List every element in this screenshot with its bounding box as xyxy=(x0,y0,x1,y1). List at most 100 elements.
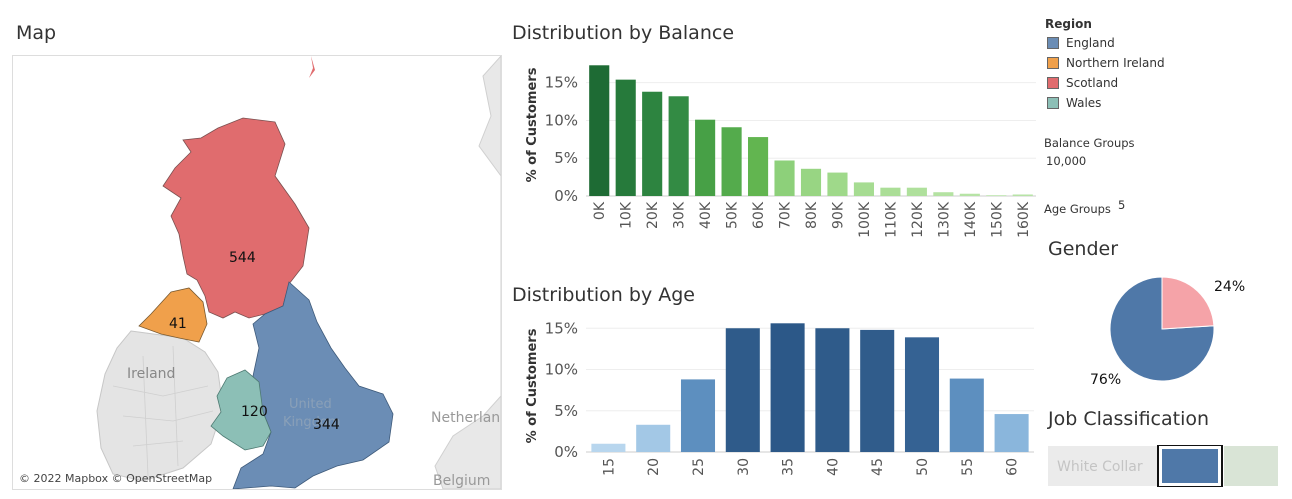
uk-label: United Kingdom xyxy=(283,397,341,430)
england-shape[interactable] xyxy=(232,281,394,489)
balance-xtick: 140K xyxy=(963,201,979,238)
belgium-label: Belgium xyxy=(433,473,490,489)
age-bar[interactable] xyxy=(591,443,626,452)
age-xtick: 40 xyxy=(825,458,841,476)
age-bar[interactable] xyxy=(994,414,1029,452)
age-groups-value[interactable]: 5 xyxy=(1118,198,1126,212)
age-chart: % of Customers 15% 10% 5% 0% 15 20 25 30 35 40 45 5… xyxy=(525,319,1034,476)
gender-slice-female[interactable] xyxy=(1161,276,1215,330)
age-bar[interactable] xyxy=(949,378,984,452)
balance-bar[interactable] xyxy=(642,91,663,196)
balance-bar[interactable] xyxy=(589,65,610,197)
age-ytick: 0% xyxy=(554,443,578,461)
scotland-shape[interactable] xyxy=(162,117,310,319)
age-xtick: 25 xyxy=(691,458,707,476)
region-value-england: 344 xyxy=(313,417,340,433)
age-bar[interactable] xyxy=(725,328,760,452)
balance-bar[interactable] xyxy=(721,127,742,196)
balance-groups-value[interactable]: 10,000 xyxy=(1046,154,1087,168)
legend-label-scotland: Scotland xyxy=(1066,76,1119,90)
balance-xtick: 10K xyxy=(619,201,635,229)
balance-xtick: 120K xyxy=(910,201,926,238)
age-xtick: 50 xyxy=(915,458,931,476)
job-bar-white-collar[interactable] xyxy=(1048,446,1158,486)
age-bar[interactable] xyxy=(904,337,940,452)
balance-bar[interactable] xyxy=(933,192,954,196)
map-canvas[interactable]: Ireland United Kingdom Netherlan Belgium … xyxy=(13,56,501,489)
age-chart-title: Distribution by Age xyxy=(512,284,695,306)
age-xtick: 20 xyxy=(646,458,662,476)
age-xtick: 60 xyxy=(1005,458,1021,476)
job-classification-bar[interactable]: White Collar xyxy=(1048,445,1278,487)
job-label-white-collar: White Collar xyxy=(1057,459,1143,475)
balance-ylabel: % of Customers xyxy=(525,67,540,182)
balance-xtick: 100K xyxy=(857,201,873,238)
legend-swatch-scotland xyxy=(1047,77,1059,89)
age-xtick: 30 xyxy=(736,458,752,476)
legend-swatch-northern-ireland xyxy=(1047,57,1059,69)
ireland-county-lines xyxy=(112,345,214,477)
balance-bar[interactable] xyxy=(774,160,795,196)
continent-shape xyxy=(434,56,501,489)
job-bar-other[interactable] xyxy=(1224,446,1278,486)
balance-bar[interactable] xyxy=(1012,194,1033,196)
balance-bar[interactable] xyxy=(668,96,689,196)
balance-bar[interactable] xyxy=(853,182,874,196)
balance-bar[interactable] xyxy=(748,137,769,196)
wales-shape[interactable] xyxy=(210,369,272,451)
legend-title: Region xyxy=(1045,17,1092,31)
balance-bar[interactable] xyxy=(906,187,927,196)
balance-xtick: 90K xyxy=(830,201,846,229)
legend-item-northern-ireland[interactable]: Northern Ireland xyxy=(1047,55,1165,71)
age-xtick: 45 xyxy=(870,458,886,476)
uk-label-line1: United xyxy=(289,397,332,412)
uk-label-line2: Kingdom xyxy=(283,415,341,430)
legend-swatch-wales xyxy=(1047,97,1059,109)
balance-ytick: 15% xyxy=(545,74,578,92)
balance-xtick: 160K xyxy=(1016,201,1032,238)
balance-bar[interactable] xyxy=(615,79,636,196)
shetland-shape xyxy=(309,56,315,78)
balance-xtick: 60K xyxy=(751,201,767,229)
legend-label-wales: Wales xyxy=(1066,96,1102,110)
age-bar[interactable] xyxy=(770,323,805,452)
legend-item-england[interactable]: England xyxy=(1047,35,1115,51)
balance-bar[interactable] xyxy=(880,187,901,196)
balance-bar[interactable] xyxy=(986,195,1007,196)
balance-chart-title: Distribution by Balance xyxy=(512,22,735,44)
age-ytick: 15% xyxy=(545,319,578,337)
balance-bar[interactable] xyxy=(827,172,848,196)
region-value-scotland: 544 xyxy=(229,250,256,266)
balance-xtick: 40K xyxy=(698,201,714,229)
gender-title: Gender xyxy=(1048,238,1119,260)
ireland-shape xyxy=(96,330,224,482)
balance-bar[interactable] xyxy=(695,119,716,196)
age-xtick: 35 xyxy=(781,458,797,476)
map-title: Map xyxy=(16,22,57,44)
gender-pie: 24% 76% xyxy=(1090,276,1245,388)
balance-ytick: 10% xyxy=(545,111,578,129)
job-title: Job Classification xyxy=(1048,408,1210,430)
map-view[interactable]: Ireland United Kingdom Netherlan Belgium … xyxy=(12,55,502,490)
balance-bar[interactable] xyxy=(800,168,822,196)
age-groups-label: Age Groups xyxy=(1044,202,1111,216)
balance-xtick: 20K xyxy=(645,201,661,229)
age-xtick: 55 xyxy=(960,458,976,476)
legend-label-northern-ireland: Northern Ireland xyxy=(1066,56,1165,70)
age-xtick: 15 xyxy=(601,458,617,476)
legend-item-scotland[interactable]: Scotland xyxy=(1047,75,1118,91)
age-ytick: 5% xyxy=(554,402,578,420)
job-bar-selected[interactable] xyxy=(1162,449,1218,483)
age-bar[interactable] xyxy=(860,329,895,452)
legend-item-wales[interactable]: Wales xyxy=(1047,95,1101,111)
balance-ytick: 0% xyxy=(554,187,578,205)
balance-bar[interactable] xyxy=(959,193,980,196)
balance-chart: % of Customers 15% 10% 5% 0% 0K 10K 20K 30K 40K 5… xyxy=(525,65,1036,238)
balance-xtick: 70K xyxy=(778,201,794,229)
age-bar[interactable] xyxy=(636,424,671,452)
netherlands-label: Netherlan xyxy=(431,410,500,426)
map-attribution: © 2022 Mapbox © OpenStreetMap xyxy=(19,472,213,485)
age-bar[interactable] xyxy=(680,379,716,452)
northern-ireland-shape[interactable] xyxy=(138,287,208,343)
age-bar[interactable] xyxy=(815,328,850,452)
